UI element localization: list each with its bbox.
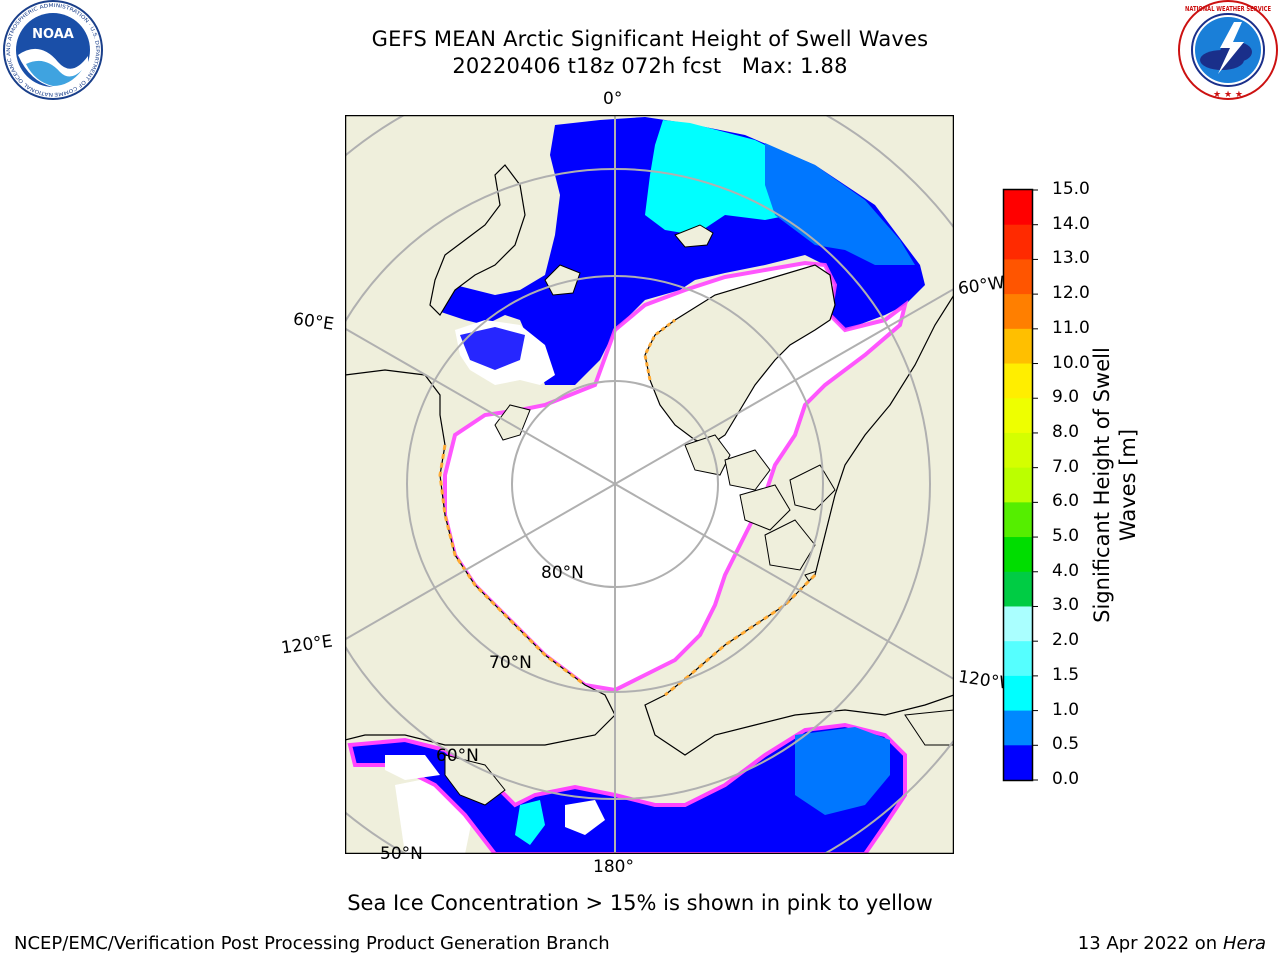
- footer-branch: NCEP/EMC/Verification Post Processing Pr…: [14, 933, 610, 954]
- colorbar-segment: [1004, 641, 1032, 677]
- lat-label-80n: 80°N: [541, 563, 584, 583]
- colorbar-segment: [1004, 502, 1032, 538]
- colorbar-tick-label: 4.0: [1052, 560, 1080, 581]
- colorbar-tick-label: 10.0: [1052, 352, 1090, 373]
- nws-logo-text: NATIONAL WEATHER SERVICE: [1185, 5, 1271, 13]
- noaa-logo-text: NOAA: [32, 27, 74, 42]
- colorbar-tick-label: 5.0: [1052, 526, 1080, 547]
- colorbar-tick-label: 12.0: [1052, 283, 1090, 304]
- colorbar-segment: [1004, 745, 1032, 781]
- colorbar-tick-label: 15.0: [1052, 179, 1090, 199]
- lon-label-120e: 120°E: [279, 631, 334, 659]
- lon-label-60w: 60°W: [956, 272, 1007, 300]
- noaa-logo: NOAA NATIONAL OCEANIC AND ATMOSPHERIC AD…: [0, 0, 103, 100]
- colorbar-segment: [1004, 537, 1032, 573]
- ice-edge-orange-alaska: [664, 573, 817, 697]
- colorbar-segment: [1004, 571, 1032, 607]
- colorbar-segment: [1004, 398, 1032, 434]
- chart-title: GEFS MEAN Arctic Significant Height of S…: [371, 27, 929, 51]
- colorbar: [1002, 188, 1038, 782]
- iceland-land: [674, 224, 714, 248]
- colorbar-segment: [1004, 190, 1032, 226]
- nws-logo: NATIONAL WEATHER SERVICE ★ ★ ★: [1178, 0, 1278, 100]
- colorbar-tick-label: 7.0: [1052, 456, 1080, 477]
- footer-date: 13 Apr 2022 on Hera: [1078, 933, 1266, 954]
- colorbar-tick-label: 0.5: [1052, 734, 1080, 755]
- footer-host: Hera: [1222, 933, 1266, 954]
- kamchatka-land: [444, 754, 506, 806]
- colorbar-segment: [1004, 467, 1032, 503]
- north-pole-marker: [613, 482, 617, 486]
- svalbard-land: [544, 264, 581, 296]
- colorbar-tick-label: 9.0: [1052, 387, 1080, 408]
- ice-okhotsk-white: [385, 755, 440, 780]
- nws-logo-stars: ★ ★ ★: [1213, 90, 1243, 100]
- colorbar-tick-label: 14.0: [1052, 213, 1090, 234]
- colorbar-tick-label: 13.0: [1052, 248, 1090, 269]
- colorbar-segment: [1004, 224, 1032, 260]
- ocean-bering-mid: [795, 727, 890, 815]
- lon-label-180: 180°: [593, 857, 634, 877]
- colorbar-tick-label: 3.0: [1052, 595, 1080, 616]
- colorbar-segment: [1004, 363, 1032, 399]
- lat-label-70n: 70°N: [489, 653, 532, 673]
- colorbar-tick-label: 2.0: [1052, 630, 1080, 651]
- lat-label-60n: 60°N: [436, 746, 479, 766]
- novaya-zemlya-land: [494, 404, 531, 441]
- alaska-south-land: [904, 709, 954, 746]
- colorbar-title: Significant Height of Swell Waves [m]: [1090, 347, 1140, 623]
- colorbar-tick-label: 11.0: [1052, 317, 1090, 338]
- colorbar-segment: [1004, 675, 1032, 712]
- ice-bering-white: [565, 800, 605, 835]
- ocean-white-sea: [460, 327, 525, 370]
- colorbar-frame: [1002, 188, 1034, 782]
- lon-label-0: 0°: [603, 89, 623, 109]
- colorbar-segment: [1004, 328, 1032, 365]
- ocean-mid-blue-region: [765, 143, 915, 265]
- scandinavia-land: [429, 164, 526, 316]
- colorbar-segment: [1004, 432, 1032, 469]
- colorbar-tick-label: 6.0: [1052, 491, 1080, 512]
- colorbar-segment: [1004, 294, 1032, 330]
- ocean-bering-cyan: [515, 800, 545, 845]
- map-frame: [345, 115, 954, 854]
- colorbar-segment: [1004, 606, 1032, 642]
- colorbar-tick-label: 1.0: [1052, 699, 1080, 720]
- colorbar-tick-label: 8.0: [1052, 421, 1080, 442]
- polar-map: [345, 115, 954, 854]
- colorbar-segment: [1004, 710, 1032, 746]
- sea-ice-note: Sea Ice Concentration > 15% is shown in …: [347, 891, 933, 915]
- colorbar-tick-label: 1.5: [1052, 664, 1080, 685]
- colorbar-segment: [1004, 259, 1032, 295]
- footer-date-text: 13 Apr 2022 on: [1077, 933, 1218, 954]
- ice-edge-orange-greenland: [643, 318, 676, 381]
- lon-label-60e: 60°E: [291, 309, 336, 335]
- chart-subtitle-run-info: 20220406 t18z 072h fcst Max: 1.88: [452, 54, 848, 78]
- colorbar-tick-label: 0.0: [1052, 769, 1080, 789]
- north-america-land: [644, 293, 954, 756]
- lat-label-50n: 50°N: [380, 844, 423, 864]
